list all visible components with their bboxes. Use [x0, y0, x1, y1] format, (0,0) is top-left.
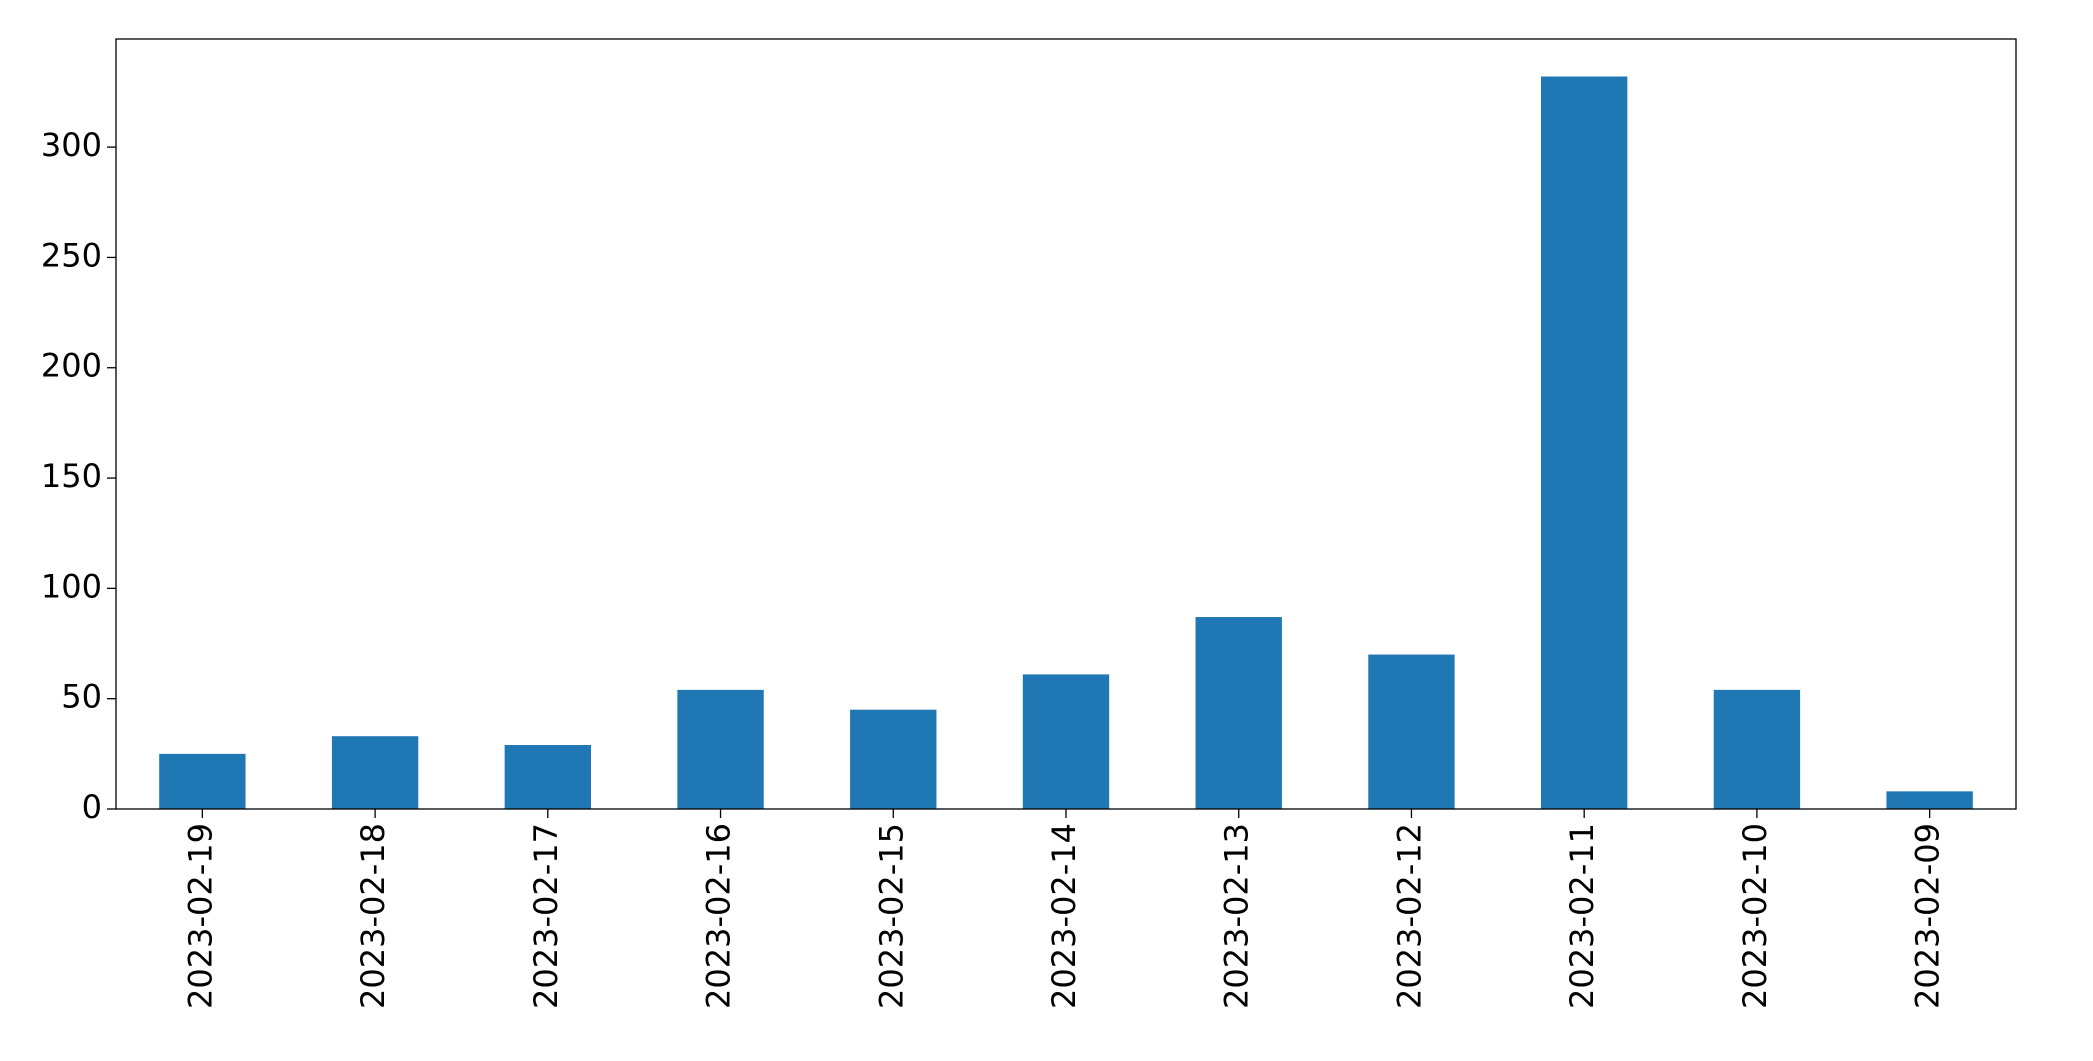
x-tick-label: 2023-02-16	[700, 823, 738, 1009]
x-tick-label: 2023-02-19	[181, 823, 219, 1009]
bar	[159, 753, 246, 809]
bar	[1541, 76, 1628, 810]
x-tick-label: 2023-02-09	[1909, 823, 1947, 1009]
y-tick-label: 300	[41, 126, 102, 164]
x-tick-label: 2023-02-14	[1045, 823, 1083, 1009]
bar	[1886, 791, 1973, 809]
y-tick-label: 250	[41, 236, 102, 274]
x-tick-label: 2023-02-11	[1563, 823, 1601, 1009]
y-tick-label: 100	[41, 567, 102, 605]
bar	[677, 689, 764, 809]
x-tick-label: 2023-02-12	[1390, 823, 1428, 1009]
x-tick-label: 2023-02-17	[527, 823, 565, 1009]
plot-frame	[115, 38, 2017, 810]
x-tick-label: 2023-02-18	[354, 823, 392, 1009]
x-tick-label: 2023-02-15	[872, 823, 910, 1009]
y-tick-label: 150	[41, 457, 102, 495]
x-tick-label: 2023-02-10	[1736, 823, 1774, 1009]
bar	[504, 745, 591, 809]
bar	[1368, 654, 1455, 809]
bar	[1022, 674, 1110, 809]
y-tick-label: 50	[61, 678, 102, 716]
y-tick-label: 200	[41, 347, 102, 385]
bar	[850, 709, 937, 809]
y-tick-label: 0	[82, 788, 102, 826]
bar	[1713, 689, 1801, 809]
bar	[331, 736, 419, 809]
x-tick-label: 2023-02-13	[1218, 823, 1256, 1009]
bar	[1195, 617, 1282, 809]
